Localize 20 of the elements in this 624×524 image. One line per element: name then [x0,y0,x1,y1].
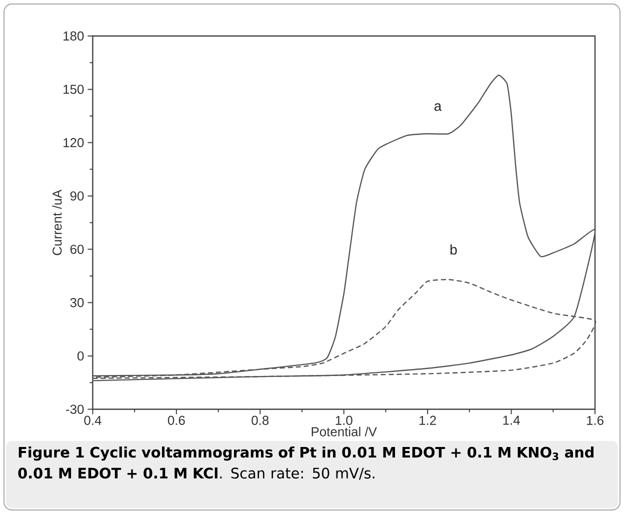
x-tick-label: 1.0 [336,416,352,425]
x-tick-label: 1.6 [586,416,604,425]
y-tick-label: 30 [70,298,84,308]
x-tick-label: 0.8 [252,416,269,425]
series-label: b [450,244,457,255]
y-tick-label: 60 [70,244,84,254]
chart-title: Figure 1 Cyclic voltammograms of Pt in 0.01 M EDOT + 0.1 M KNO$_{3}$ and 0.01 M EDOT + 0.1 M KCl. Scan rate: 50 mV/s. [18,446,594,480]
x-tick-label: 0.4 [84,416,102,425]
y-tick-label: 180 [64,31,84,41]
x-tick-label: 1.4 [503,416,520,425]
y-tick-label: 0 [77,351,84,361]
y-tick-label: 150 [64,84,84,94]
x-axis-title: Potential /V [312,426,377,436]
x-tick-label: 1.2 [420,416,436,425]
y-axis-title: Current /uA [52,190,62,256]
y-tick-label: 90 [70,191,84,201]
y-tick-label: 120 [64,138,84,148]
series-label: a [434,103,442,111]
x-tick-label: 0.6 [168,416,185,425]
y-tick-label: -30 [66,404,84,414]
